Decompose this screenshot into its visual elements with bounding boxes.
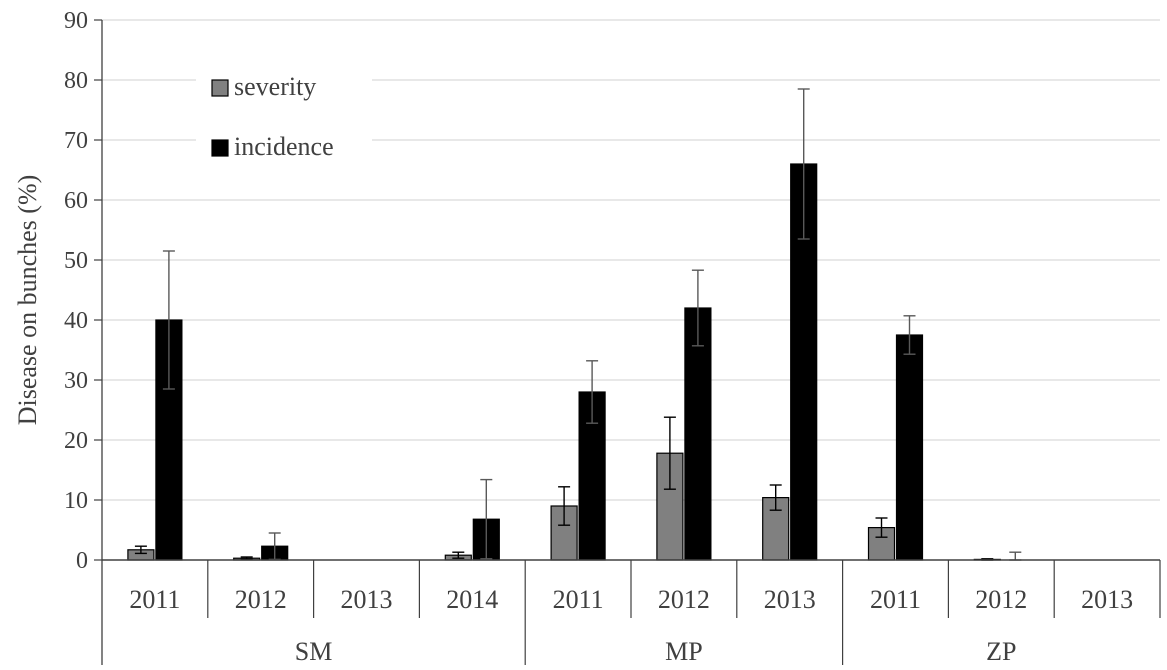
- bar-incidence-ZP-2011: [895, 334, 924, 561]
- y-tick-label: 10: [64, 488, 88, 514]
- error-bar-incidence-ZP-2012: [1009, 551, 1022, 561]
- x-tick-label: 2013: [764, 585, 816, 614]
- x-tick-label: 2011: [553, 585, 604, 614]
- y-tick-label: 30: [64, 368, 88, 394]
- x-tick-label: 2012: [658, 585, 710, 614]
- error-bar-incidence-ZP-2011: [903, 315, 916, 355]
- group-label-MP: MP: [665, 637, 703, 666]
- x-tick-label: 2011: [129, 585, 180, 614]
- y-tick-label: 20: [64, 428, 88, 454]
- error-bar-incidence-SM-2011: [162, 250, 175, 390]
- error-bar-incidence-MP-2012: [691, 269, 704, 347]
- group-label-ZP: ZP: [986, 637, 1016, 666]
- legend-label: severity: [234, 72, 316, 101]
- y-tick-label: 80: [64, 68, 88, 94]
- legend-item-incidence: incidence: [211, 132, 334, 161]
- y-tick-label: 0: [76, 548, 88, 574]
- error-bar-severity-SM-2011: [134, 545, 147, 555]
- error-bar-severity-MP-2011: [558, 486, 571, 526]
- x-tick-label: 2013: [1081, 585, 1133, 614]
- legend-item-severity: severity: [211, 72, 316, 101]
- y-tick-label: 60: [64, 188, 88, 214]
- x-tick-label: 2012: [235, 585, 287, 614]
- x-axis: 2011 2012 2013 2014 2011 2012 2013 2011 2012 2013…: [101, 20, 1161, 666]
- y-tick-label: 70: [64, 128, 88, 154]
- x-tick-label: 2013: [341, 585, 393, 614]
- legend-swatch: [211, 79, 229, 97]
- x-tick-label: 2011: [870, 585, 921, 614]
- error-bar-incidence-MP-2011: [586, 360, 599, 424]
- group-label-SM: SM: [295, 637, 333, 666]
- error-bar-incidence-MP-2013: [797, 88, 810, 240]
- legend-label: incidence: [234, 132, 334, 161]
- x-tick-label: 2012: [975, 585, 1027, 614]
- error-bar-severity-ZP-2011: [875, 517, 888, 538]
- y-tick-label: 90: [64, 8, 88, 34]
- error-bar-severity-MP-2013: [769, 484, 782, 511]
- error-bar-severity-SM-2014: [452, 551, 465, 559]
- y-axis-ticks: 0 10 20 30 40 50 60 70 80 90: [64, 8, 102, 574]
- bar-incidence-MP-2012: [684, 307, 712, 561]
- legend-swatch: [211, 139, 229, 157]
- y-axis-title: Disease on bunches (%): [13, 175, 42, 426]
- y-tick-label: 50: [64, 248, 88, 274]
- y-tick-label: 40: [64, 308, 88, 334]
- error-bar-severity-MP-2012: [663, 416, 676, 490]
- error-bar-incidence-SM-2014: [480, 478, 493, 560]
- legend: severity incidence: [196, 64, 372, 168]
- x-tick-label: 2014: [446, 585, 498, 614]
